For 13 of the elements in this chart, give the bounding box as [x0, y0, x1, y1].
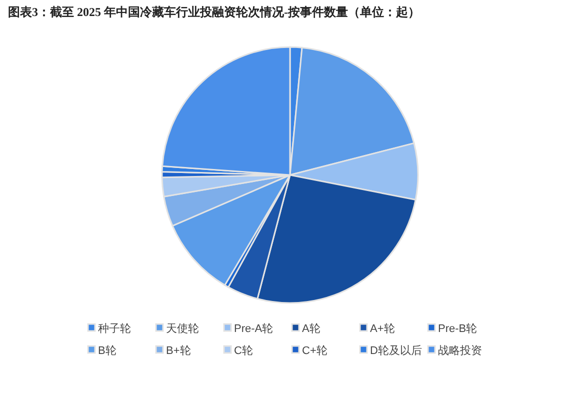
legend-label: 战略投资 — [438, 345, 482, 357]
legend-label: 天使轮 — [166, 323, 199, 335]
chart-title: 图表3：截至 2025 年中国冷藏车行业投融资轮次情况-按事件数量（单位：起） — [8, 5, 420, 19]
legend-label: B轮 — [98, 345, 116, 357]
legend-label: C+轮 — [302, 345, 328, 357]
legend-label: Pre-B轮 — [438, 323, 478, 335]
legend-label: Pre-A轮 — [234, 323, 274, 335]
legend-label: B+轮 — [166, 345, 191, 357]
legend-label: A轮 — [302, 323, 320, 335]
legend-label: 种子轮 — [98, 322, 131, 335]
legend-label: C轮 — [234, 345, 253, 357]
legend-label: A+轮 — [370, 323, 395, 335]
legend-label: D轮及以后 — [370, 344, 422, 357]
